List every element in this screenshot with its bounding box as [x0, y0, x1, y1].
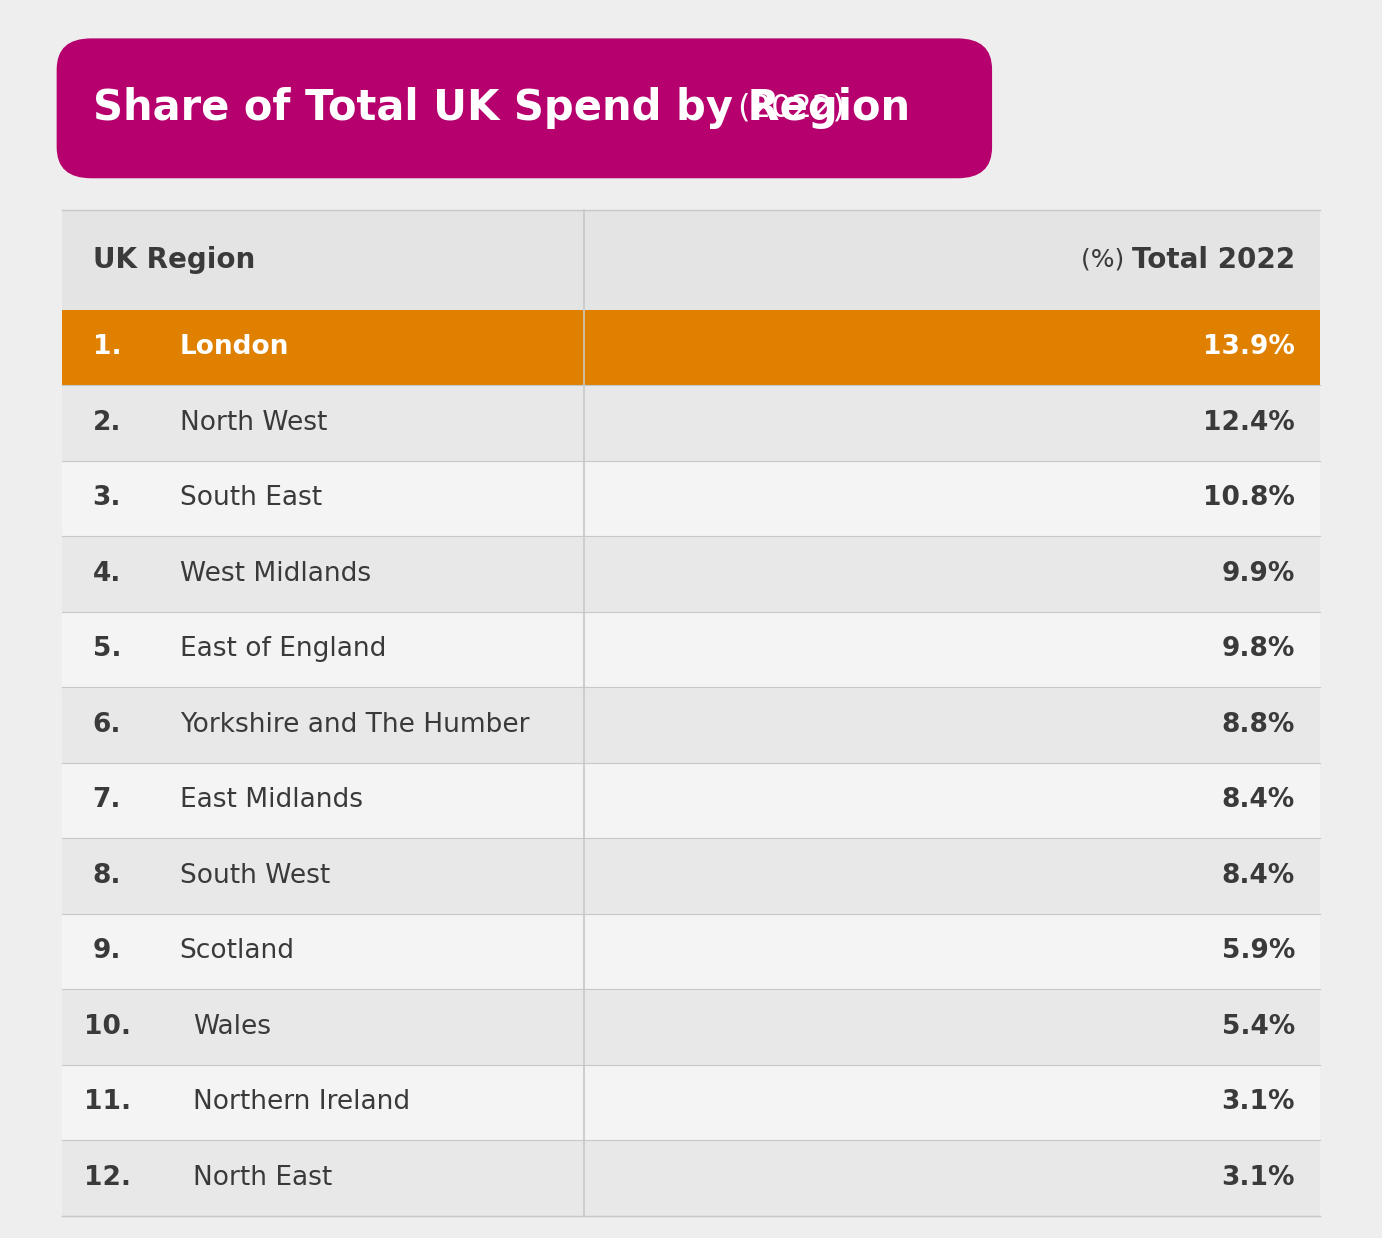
- Text: 3.: 3.: [93, 485, 122, 511]
- Text: 8.4%: 8.4%: [1222, 787, 1295, 813]
- Text: 12.4%: 12.4%: [1204, 410, 1295, 436]
- Text: 1.: 1.: [93, 334, 122, 360]
- Bar: [62, 914, 1320, 989]
- Text: 8.: 8.: [93, 863, 122, 889]
- Text: North West: North West: [180, 410, 328, 436]
- Text: 10.: 10.: [84, 1014, 131, 1040]
- Text: 8.4%: 8.4%: [1222, 863, 1295, 889]
- Text: Total 2022: Total 2022: [1132, 246, 1295, 274]
- Bar: [62, 612, 1320, 687]
- Text: East of England: East of England: [180, 636, 386, 662]
- Text: 13.9%: 13.9%: [1204, 334, 1295, 360]
- Text: 5.9%: 5.9%: [1222, 938, 1295, 964]
- Text: 8.8%: 8.8%: [1222, 712, 1295, 738]
- Text: North East: North East: [193, 1165, 333, 1191]
- Text: 3.1%: 3.1%: [1222, 1089, 1295, 1115]
- Text: Scotland: Scotland: [180, 938, 294, 964]
- Text: South East: South East: [180, 485, 322, 511]
- Bar: [62, 536, 1320, 612]
- Text: Wales: Wales: [193, 1014, 271, 1040]
- Text: Yorkshire and The Humber: Yorkshire and The Humber: [180, 712, 529, 738]
- Text: 2.: 2.: [93, 410, 122, 436]
- Text: 12.: 12.: [84, 1165, 131, 1191]
- Text: UK Region: UK Region: [93, 246, 254, 274]
- Text: 5.: 5.: [93, 636, 122, 662]
- Bar: [62, 461, 1320, 536]
- Bar: [62, 1065, 1320, 1140]
- FancyBboxPatch shape: [57, 38, 992, 178]
- Text: 5.4%: 5.4%: [1222, 1014, 1295, 1040]
- Text: Share of Total UK Spend by Region: Share of Total UK Spend by Region: [93, 88, 909, 129]
- Bar: [62, 1140, 1320, 1216]
- Bar: [62, 838, 1320, 914]
- Bar: [62, 687, 1320, 763]
- Bar: [62, 989, 1320, 1065]
- Text: 9.: 9.: [93, 938, 122, 964]
- Text: 6.: 6.: [93, 712, 122, 738]
- Text: 11.: 11.: [84, 1089, 131, 1115]
- Text: 7.: 7.: [93, 787, 122, 813]
- Text: 9.8%: 9.8%: [1222, 636, 1295, 662]
- Text: 3.1%: 3.1%: [1222, 1165, 1295, 1191]
- Text: Northern Ireland: Northern Ireland: [193, 1089, 410, 1115]
- Text: (%): (%): [1081, 248, 1132, 272]
- Text: 9.9%: 9.9%: [1222, 561, 1295, 587]
- Text: 10.8%: 10.8%: [1204, 485, 1295, 511]
- Bar: [62, 763, 1320, 838]
- Bar: [62, 385, 1320, 461]
- Bar: [62, 310, 1320, 385]
- Text: South West: South West: [180, 863, 330, 889]
- Text: East Midlands: East Midlands: [180, 787, 362, 813]
- Text: London: London: [180, 334, 289, 360]
- Text: (2022): (2022): [728, 93, 844, 124]
- Bar: [62, 210, 1320, 310]
- Text: 4.: 4.: [93, 561, 122, 587]
- Text: West Midlands: West Midlands: [180, 561, 370, 587]
